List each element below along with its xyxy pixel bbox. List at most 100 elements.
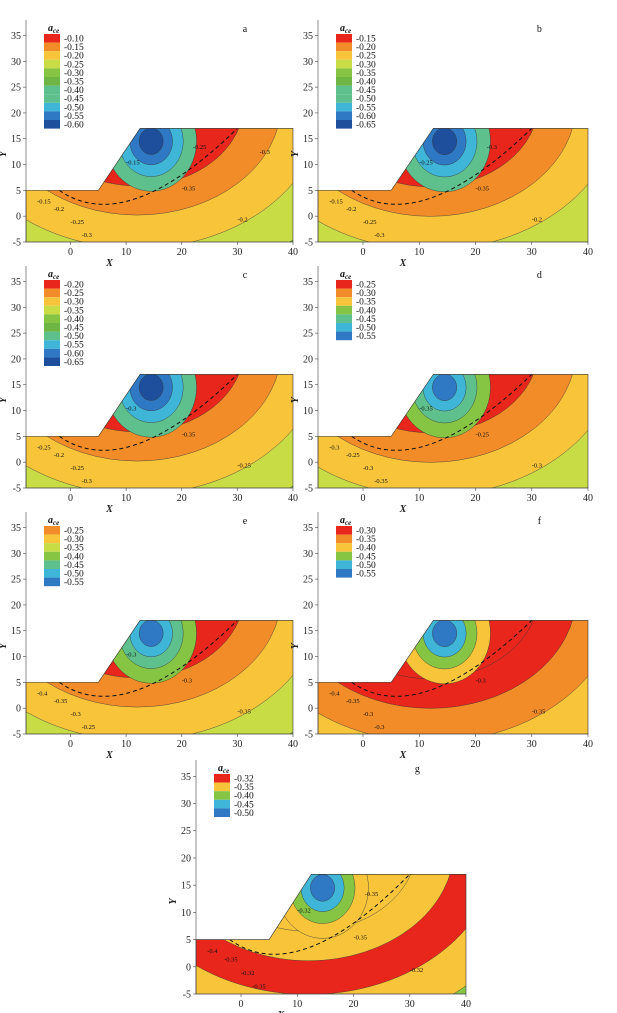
- contour-label: -0.35: [374, 478, 388, 485]
- y-tick-label: 0: [16, 704, 21, 715]
- contour-label: -0.3: [329, 444, 339, 451]
- legend-title-sub: ce: [223, 767, 229, 775]
- legend-swatch: [336, 85, 352, 95]
- legend-label: -0.20: [64, 281, 84, 291]
- y-tick-label: 5: [308, 678, 313, 689]
- legend-title: ace: [340, 515, 351, 527]
- legend-swatch: [44, 111, 60, 120]
- legend-label: -0.35: [356, 69, 376, 79]
- legend-label: -0.35: [64, 78, 84, 88]
- contour-label: -0.32: [297, 907, 311, 914]
- y-tick-label: 35: [11, 277, 21, 288]
- y-tick-label: -5: [13, 484, 21, 495]
- legend-label: -0.15: [64, 43, 84, 53]
- slip-surface-line: [59, 128, 238, 205]
- y-tick-label: 25: [303, 329, 313, 340]
- contour-label: -0.35: [419, 406, 433, 413]
- legend-swatch: [44, 280, 60, 289]
- legend-label: -0.32: [234, 775, 254, 785]
- y-tick-label: 5: [308, 432, 313, 443]
- legend-title: ace: [48, 269, 59, 281]
- legend-label: -0.40: [234, 792, 254, 802]
- x-axis-label: X: [277, 1010, 285, 1013]
- legend-title-sub: ce: [53, 273, 59, 281]
- legend-title-sub: ce: [345, 519, 351, 527]
- y-tick-label: 25: [11, 329, 21, 340]
- y-tick-label: 20: [11, 108, 21, 119]
- slip-surface-line: [59, 374, 238, 451]
- y-tick-label: 35: [303, 31, 313, 42]
- x-tick-label: 0: [361, 493, 366, 504]
- x-tick-label: 10: [414, 493, 424, 504]
- legend-title-sub: ce: [345, 27, 351, 35]
- legend-swatch: [336, 59, 352, 69]
- legend-swatch: [336, 297, 352, 306]
- y-tick-label: 35: [181, 772, 191, 783]
- x-tick-label: 30: [232, 247, 242, 258]
- legend-label: -0.50: [234, 809, 254, 819]
- contour-label: -0.35: [365, 891, 379, 898]
- legend-swatch: [44, 34, 60, 43]
- contour-band: [432, 128, 457, 155]
- legend-title: ace: [340, 269, 351, 281]
- contour-label: -0.2: [532, 216, 542, 223]
- contour-label: -0.3: [374, 232, 384, 239]
- contour-label: -0.3: [363, 711, 373, 718]
- y-tick-label: 0: [308, 458, 313, 469]
- legend-swatch: [336, 543, 352, 552]
- legend-swatch: [336, 51, 352, 60]
- y-tick-label: 35: [303, 277, 313, 288]
- y-axis-label: Y: [290, 642, 301, 649]
- y-tick-label: 0: [16, 212, 21, 223]
- legend-swatch: [44, 94, 60, 103]
- legend-label: -0.30: [356, 60, 376, 70]
- legend-label: -0.55: [64, 578, 84, 588]
- y-tick-label: 20: [303, 354, 313, 365]
- x-tick-label: 0: [239, 999, 244, 1010]
- y-tick-label: 30: [303, 57, 313, 68]
- slip-surface-line: [229, 874, 411, 955]
- y-tick-label: 35: [11, 523, 21, 534]
- legend-swatch: [336, 305, 352, 315]
- x-axis-label: X: [105, 750, 113, 761]
- legend-label: -0.30: [356, 289, 376, 299]
- y-axis-label: Y: [290, 396, 301, 403]
- contour-label: -0.3: [182, 677, 192, 684]
- contour-label: -0.25: [363, 219, 377, 226]
- panel-label: f: [538, 516, 542, 527]
- x-tick-label: 10: [121, 739, 131, 750]
- y-tick-label: 25: [181, 826, 191, 837]
- y-tick-label: 20: [303, 108, 313, 119]
- x-tick-label: 10: [121, 493, 131, 504]
- contour-label: -0.15: [126, 160, 140, 167]
- legend-label: -0.30: [356, 527, 376, 537]
- y-axis-label: Y: [0, 396, 9, 403]
- panel-label: e: [243, 516, 248, 527]
- contour-label: -0.35: [237, 708, 251, 715]
- y-tick-label: 10: [303, 652, 313, 663]
- legend-label: -0.65: [64, 358, 84, 368]
- legend-label: -0.35: [356, 298, 376, 308]
- legend-swatch: [44, 340, 60, 349]
- panel-label: c: [243, 270, 248, 281]
- y-tick-label: 15: [181, 881, 191, 892]
- contour-band: [138, 128, 164, 155]
- legend-label: -0.55: [356, 570, 376, 580]
- contour-label: -0.25: [82, 724, 96, 731]
- legend-label: -0.25: [356, 281, 376, 291]
- x-tick-label: 20: [471, 493, 481, 504]
- x-tick-label: 40: [288, 739, 298, 750]
- legend-swatch: [44, 297, 60, 306]
- contour-label: -0.3: [82, 232, 92, 239]
- x-tick-label: 30: [527, 493, 537, 504]
- contour-label: -0.3: [476, 677, 486, 684]
- contour-label: -0.35: [532, 708, 546, 715]
- contour-label: -0.3: [374, 724, 384, 731]
- legend-label: -0.65: [356, 121, 376, 131]
- legend-swatch: [44, 551, 60, 561]
- legend-label: -0.60: [356, 112, 376, 122]
- legend-swatch: [336, 331, 352, 341]
- legend: ace-0.15-0.20-0.25-0.30-0.35-0.40-0.45-0…: [336, 23, 376, 131]
- legend-swatch: [44, 68, 60, 77]
